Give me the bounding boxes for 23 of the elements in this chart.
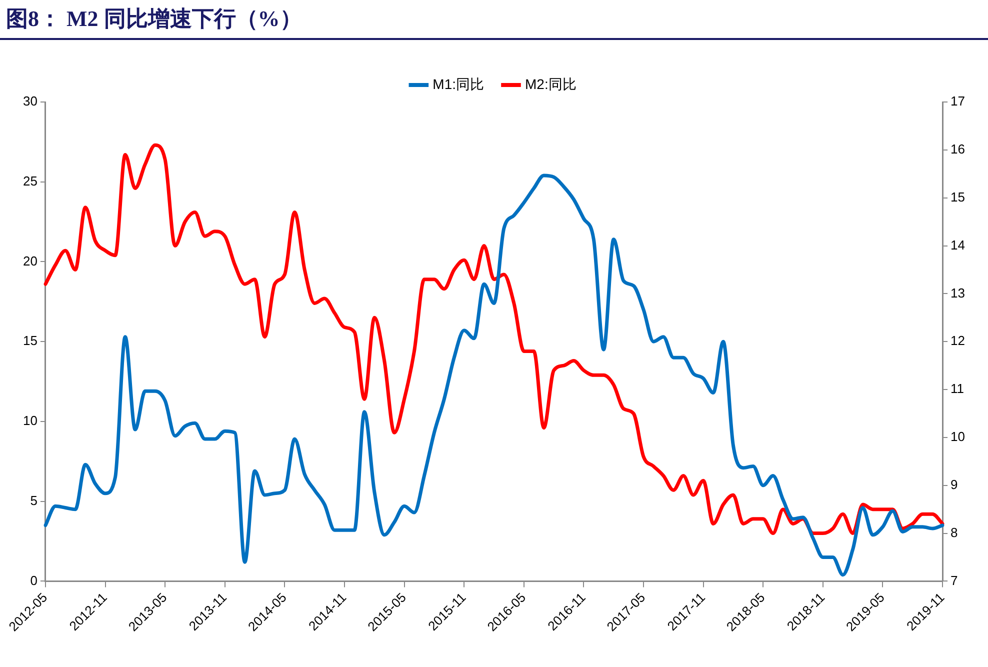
y-tick-label: 30 bbox=[22, 94, 38, 109]
y2-tick-label: 9 bbox=[950, 476, 958, 492]
y2-tick-label: 15 bbox=[950, 189, 966, 204]
legend-label: M1:同比 bbox=[432, 76, 484, 92]
y-tick-label: 0 bbox=[30, 572, 38, 588]
y2-tick-label: 13 bbox=[950, 285, 966, 300]
y-tick-label: 20 bbox=[22, 253, 38, 268]
y2-tick-label: 14 bbox=[950, 237, 966, 252]
y-tick-label: 15 bbox=[22, 333, 38, 348]
y2-tick-label: 11 bbox=[950, 381, 964, 396]
chart-title: 图8： M2 同比增速下行（%） bbox=[6, 5, 302, 33]
y-tick-label: 25 bbox=[22, 173, 38, 188]
y-tick-label: 5 bbox=[30, 492, 38, 508]
y-tick-label: 10 bbox=[22, 413, 38, 428]
y2-tick-label: 10 bbox=[950, 429, 966, 444]
legend-label: M2:同比 bbox=[525, 76, 576, 92]
line-series bbox=[44, 174, 944, 577]
y2-tick-label: 7 bbox=[950, 572, 958, 588]
y2-tick-label: 8 bbox=[950, 524, 958, 540]
y2-tick-label: 16 bbox=[950, 142, 966, 156]
y2-tick-label: 12 bbox=[950, 333, 966, 348]
line-series bbox=[44, 143, 944, 536]
y2-tick-label: 17 bbox=[950, 94, 966, 109]
